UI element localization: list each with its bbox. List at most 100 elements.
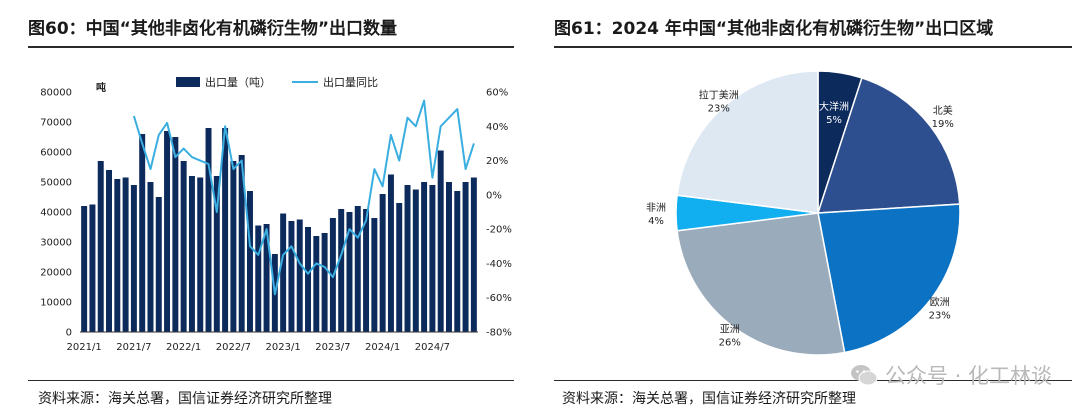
- legend-layer: 出口量（吨） 出口量同比: [176, 75, 378, 89]
- x-tick-label: 2022/1: [166, 342, 201, 353]
- legend-line-label: 出口量同比: [323, 75, 378, 89]
- y2-tick-label: 20%: [486, 156, 508, 167]
- bar-2021/4: [106, 170, 113, 332]
- pie-label-name: 非洲: [646, 202, 666, 214]
- bar-2024/3: [396, 203, 403, 332]
- y-tick-label: 70000: [40, 118, 72, 129]
- watermark-text: 公众号 · 化工林谈: [884, 364, 1052, 388]
- y2-tick-label: 60%: [486, 88, 508, 99]
- bar-2021/1: [81, 206, 88, 332]
- wechat-icon: [850, 365, 878, 386]
- bar-2024/5: [412, 189, 419, 332]
- legend-bar-label: 出口量（吨）: [205, 75, 271, 89]
- y2-tick-label: 0%: [486, 190, 502, 201]
- bar-2023/4: [305, 227, 312, 332]
- x-tick-label: 2021/7: [116, 342, 151, 353]
- bar-2024/7: [429, 185, 436, 332]
- pie-label-percent: 23%: [929, 310, 951, 321]
- bar-2021/5: [114, 179, 121, 332]
- y-tick-label: 50000: [40, 178, 72, 189]
- pie-slice-亚洲: [676, 212, 846, 356]
- x-tick-label: 2022/7: [216, 342, 251, 353]
- bar-2021/9: [147, 182, 154, 332]
- bar-2022/3: [197, 177, 204, 332]
- right-source-rule: [554, 380, 1072, 381]
- bar-2023/11: [363, 209, 370, 332]
- bar-2022/11: [263, 224, 270, 332]
- yoy-line: [132, 99, 475, 296]
- x-tick-label: 2021/1: [67, 342, 102, 353]
- bar-2021/2: [89, 204, 96, 332]
- axis-layer: 80000 70000 60000 50000 40000 30000 20000 10000…: [40, 81, 512, 353]
- x-tick-label: 2023/1: [266, 342, 301, 353]
- bar-2022/8: [238, 155, 245, 332]
- bar-2023/3: [296, 219, 303, 332]
- bar-2022/4: [205, 128, 212, 332]
- export-region-pie-chart: 大洋洲 5% 北美 19% 欧洲 23% 亚洲 26% 非洲 4% 拉丁美洲 23%: [646, 70, 961, 356]
- bar-2022/7: [230, 161, 237, 332]
- pie-label-name: 拉丁美洲: [699, 89, 739, 102]
- bar-2023/8: [338, 209, 345, 332]
- bar-2024/1: [379, 194, 386, 332]
- pie-label-layer: 大洋洲 5% 北美 19% 欧洲 23% 亚洲 26% 非洲 4% 拉丁美洲 23%: [646, 89, 954, 349]
- bar-2021/10: [155, 197, 162, 332]
- bar-2023/10: [354, 206, 361, 332]
- y-tick-label: 10000: [40, 298, 72, 309]
- y2-tick-label: -40%: [486, 259, 512, 270]
- bar-2023/2: [288, 221, 295, 332]
- bar-2021/6: [122, 177, 129, 332]
- watermark: 公众号 · 化工林谈: [849, 360, 1052, 390]
- x-tick-label: 2024/1: [365, 342, 400, 353]
- pie-label-name: 大洋洲: [819, 100, 849, 113]
- pie-label-percent: 23%: [708, 104, 730, 115]
- bar-2023/12: [371, 218, 378, 332]
- pie-slice-欧洲: [817, 203, 961, 354]
- bar-2024/8: [437, 150, 444, 332]
- bar-2023/6: [321, 233, 328, 332]
- y-axis-unit-label: 吨: [96, 81, 106, 94]
- left-source-note: 资料来源：海关总署，国信证券经济研究所整理: [38, 391, 332, 407]
- x-tick-label: 2024/7: [415, 342, 450, 353]
- pie-slice-北美: [816, 77, 961, 214]
- bar-2023/5: [313, 236, 320, 332]
- bars-layer: [81, 128, 477, 332]
- bar-2022/9: [246, 191, 253, 332]
- bar-2021/3: [97, 161, 104, 332]
- bar-2024/6: [421, 182, 428, 332]
- bar-2022/6: [222, 128, 229, 332]
- bar-2021/12: [172, 137, 179, 332]
- pie-layer: [675, 70, 961, 356]
- right-figure-panel: 图61：2024 年中国“其他非卤化有机磷衍生物”出口区域 大洋洲 5% 北美 19%…: [550, 0, 1080, 420]
- right-title-rule: [554, 46, 1072, 48]
- y2-tick-label: -60%: [486, 293, 512, 304]
- right-source-note: 资料来源：海关总署，国信证券经济研究所整理: [562, 391, 856, 407]
- bar-2024/2: [387, 174, 394, 332]
- y-tick-label: 30000: [40, 238, 72, 249]
- x-tick-label: 2023/7: [315, 342, 350, 353]
- pie-label-percent: 5%: [826, 115, 842, 126]
- bar-2024/12: [470, 177, 477, 332]
- left-figure-title: 图60：中国“其他非卤化有机磷衍生物”出口数量: [28, 19, 398, 39]
- bar-2021/11: [164, 131, 171, 332]
- left-figure-panel: 图60：中国“其他非卤化有机磷衍生物”出口数量 80000 70000 60000 5…: [0, 0, 520, 420]
- bar-2024/9: [445, 182, 452, 332]
- pie-label-name: 亚洲: [720, 323, 740, 335]
- pie-label-percent: 26%: [719, 337, 741, 348]
- pie-label-name: 欧洲: [930, 296, 950, 308]
- y-tick-label: 0: [66, 328, 72, 339]
- y-tick-label: 20000: [40, 268, 72, 279]
- bar-2022/10: [255, 225, 262, 332]
- bar-2024/4: [404, 185, 411, 332]
- bar-2022/1: [180, 161, 187, 332]
- pie-label-name: 北美: [933, 104, 953, 117]
- bar-2022/2: [188, 176, 195, 332]
- bar-2023/1: [280, 213, 287, 332]
- y-tick-label: 60000: [40, 148, 72, 159]
- y-tick-label: 80000: [40, 88, 72, 99]
- right-figure-title: 图61：2024 年中国“其他非卤化有机磷衍生物”出口区域: [554, 19, 994, 39]
- left-title-rule: [28, 46, 514, 48]
- y2-tick-label: -20%: [486, 225, 512, 236]
- bar-2022/5: [213, 176, 220, 332]
- y2-tick-label: -80%: [486, 328, 512, 339]
- y2-tick-label: 40%: [486, 122, 508, 133]
